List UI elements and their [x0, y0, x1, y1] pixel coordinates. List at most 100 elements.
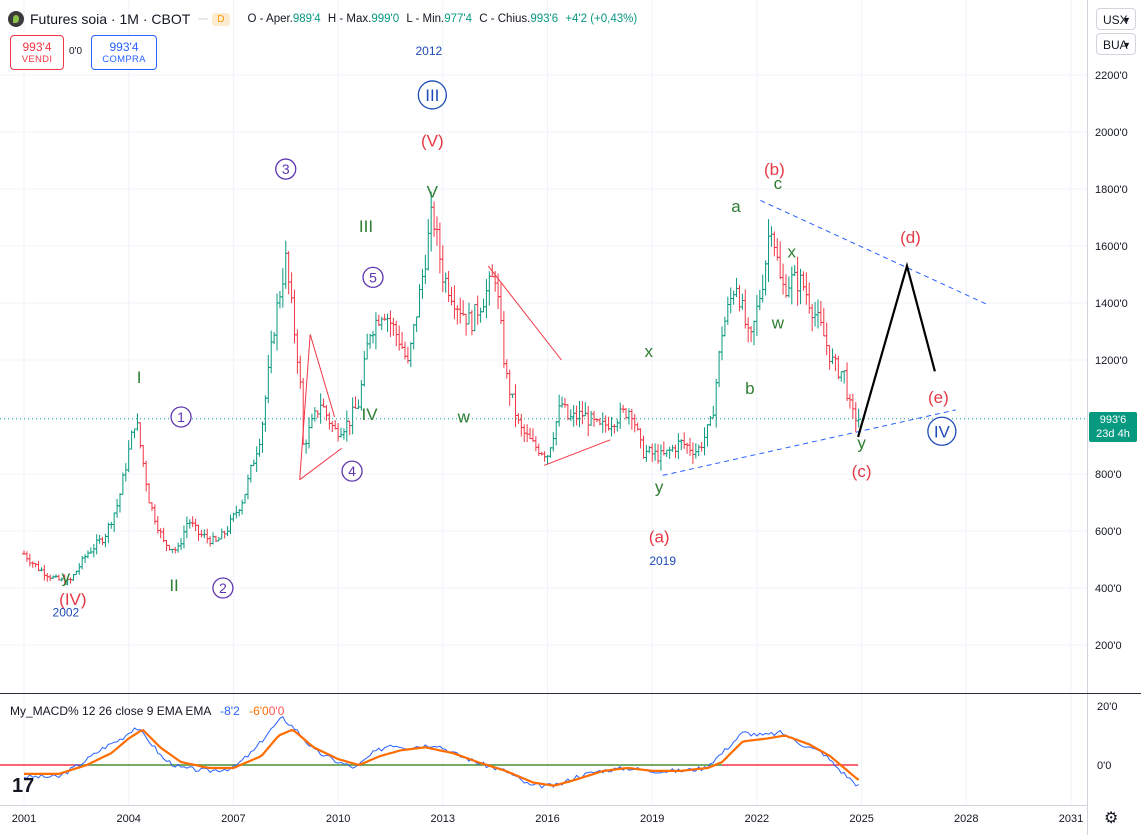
ohlc-bar: [115, 498, 120, 518]
ohlc-bar: [36, 560, 41, 572]
soybean-logo-icon: [8, 11, 24, 27]
ohlc-bar: [85, 550, 90, 559]
ohlc-bar: [792, 265, 797, 276]
wave-label: (d): [900, 228, 921, 247]
time-axis-tick-label: 2013: [431, 813, 455, 825]
tradingview-logo-icon[interactable]: 17: [12, 775, 35, 797]
ohlc-bar: [120, 472, 125, 495]
ohlc-bar: [664, 449, 669, 458]
ohlc-bar: [414, 316, 419, 333]
year-label: 2019: [649, 554, 676, 568]
ohlc-bar: [795, 256, 800, 306]
circle-text: IV: [934, 422, 951, 441]
wave-label: b: [745, 379, 754, 398]
ohlc-bar: [472, 304, 477, 332]
ohlc-bar: [33, 562, 38, 568]
ohlc-bar: [728, 287, 733, 314]
ohlc-bar: [626, 408, 631, 425]
ohlc-bar: [362, 350, 367, 387]
ohlc-bar: [318, 393, 323, 424]
trend-line: [309, 334, 336, 418]
ohlc-bar: [769, 226, 774, 247]
price-axis-tick-label: 800'0: [1095, 469, 1122, 481]
ohlc-bar: [667, 446, 672, 459]
ohlc-bar: [565, 404, 570, 421]
price-axis-tick-label: 600'0: [1095, 526, 1122, 538]
ohlc-bar: [824, 322, 829, 356]
time-axis-tick-label: 2004: [116, 813, 140, 825]
ohlc-bar: [257, 438, 262, 457]
ohlc-bar: [275, 293, 280, 351]
ohlc-bar: [272, 331, 277, 345]
macd-legend[interactable]: My_MACD% 12 26 close 9 EMA EMA -8'2 -6'0…: [10, 704, 284, 718]
gear-icon[interactable]: ⚙: [1104, 810, 1119, 827]
triangle-boundary-line: [662, 409, 956, 476]
signal-line: [24, 728, 860, 787]
ohlc-bar: [30, 561, 35, 568]
symbol-title[interactable]: Futures soia · 1M · CBOT: [30, 11, 191, 27]
ohlc-bar: [856, 408, 861, 428]
ohlc-bar: [586, 406, 591, 437]
ohlc-bar: [836, 355, 841, 380]
circle-text: 3: [282, 161, 290, 177]
sell-button[interactable]: 993'4 VENDI: [10, 35, 64, 70]
currency-selector[interactable]: USX ▼: [1096, 8, 1136, 30]
ohlc-bar: [513, 384, 518, 428]
ohlc-bar: [324, 405, 329, 421]
ohlc-bar: [746, 317, 751, 343]
wave-label: x: [644, 342, 653, 361]
ohlc-bar: [786, 276, 791, 298]
chevron-down-icon: ▼: [1122, 40, 1131, 50]
ohlc-bar: [100, 536, 105, 545]
ohlc-bar: [743, 289, 748, 329]
ohlc-bar: [813, 301, 818, 327]
ohlc-bar: [365, 333, 370, 360]
ohlc-bar: [789, 266, 794, 305]
ohlc-bar: [510, 393, 515, 399]
ohlc-bar: [507, 369, 512, 406]
ohlc-bar: [283, 240, 288, 289]
ohlc-bar: [243, 493, 248, 504]
time-axis-tick-label: 2019: [640, 813, 664, 825]
low-label: L - Min.: [406, 13, 445, 25]
ohlc-bar: [580, 401, 585, 425]
circle-text: III: [425, 86, 439, 105]
ohlc-bar: [327, 412, 332, 430]
ohlc-bar: [830, 348, 835, 365]
ohlc-bar: [528, 427, 533, 440]
unit-selector[interactable]: BUA ▼: [1096, 33, 1136, 55]
ohlc-readout: O - Aper.989'4 H - Max.999'0 L - Min.977…: [248, 13, 642, 25]
ohlc-bar: [533, 436, 538, 452]
ohlc-bar: [394, 320, 399, 347]
ohlc-bar: [190, 516, 195, 528]
ohlc-bar: [714, 378, 719, 428]
sell-label: VENDI: [21, 54, 53, 65]
wave-label: y: [62, 567, 71, 586]
bar-countdown: 23d 4h: [1096, 428, 1130, 440]
ohlc-bar: [464, 313, 469, 336]
ohlc-bar: [562, 397, 567, 408]
ohlc-bar: [434, 216, 439, 246]
ohlc-bar: [196, 524, 201, 542]
ohlc-bar: [560, 396, 565, 408]
trend-line: [299, 334, 311, 480]
trend-line: [299, 447, 342, 481]
ohlc-bar: [702, 427, 707, 456]
buy-button[interactable]: 993'4 COMPRA: [91, 35, 157, 70]
ohlc-bar: [254, 446, 259, 473]
ohlc-bar: [371, 330, 375, 344]
ohlc-bar: [647, 445, 652, 454]
wave-label: c: [774, 174, 783, 193]
ohlc-bar: [286, 251, 291, 295]
ohlc-bar: [766, 219, 771, 283]
ohlc-bar: [144, 460, 149, 492]
ohlc-bar: [530, 428, 535, 442]
ohlc-bar: [772, 231, 777, 257]
ohlc-bar: [501, 311, 506, 368]
ohlc-bar: [91, 544, 96, 558]
ohlc-bar: [391, 317, 396, 336]
time-axis-tick-label: 2028: [954, 813, 978, 825]
ohlc-bar: [420, 268, 425, 299]
ohlc-bar: [132, 428, 137, 439]
